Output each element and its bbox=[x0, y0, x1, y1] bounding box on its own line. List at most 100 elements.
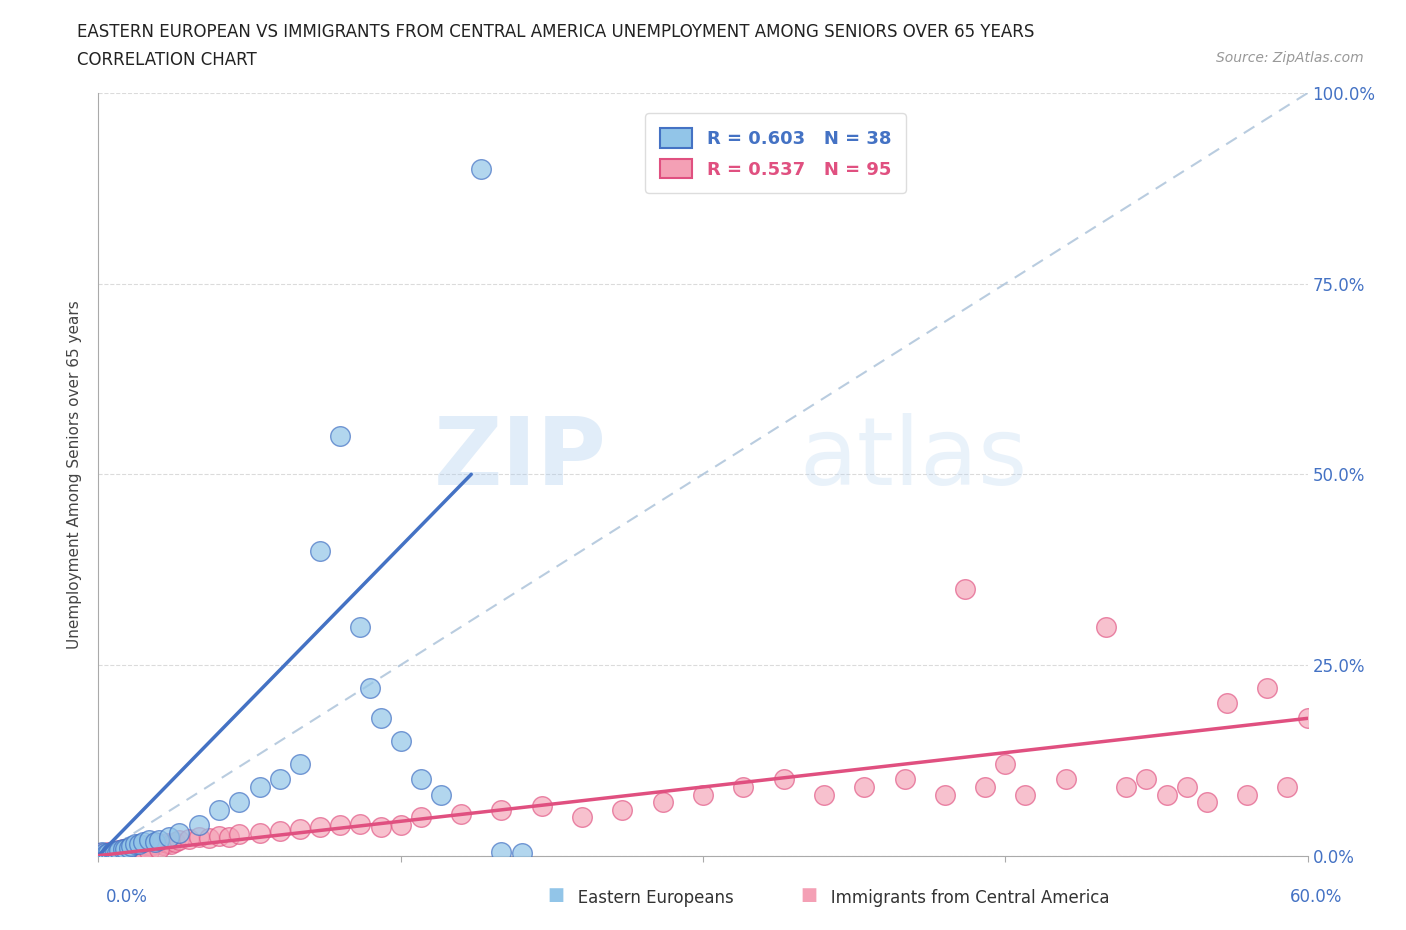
Point bbox=[97, 846, 120, 861]
Legend: R = 0.603   N = 38, R = 0.537   N = 95: R = 0.603 N = 38, R = 0.537 N = 95 bbox=[645, 113, 905, 193]
Point bbox=[571, 810, 593, 825]
Text: EASTERN EUROPEAN VS IMMIGRANTS FROM CENTRAL AMERICA UNEMPLOYMENT AMONG SENIORS O: EASTERN EUROPEAN VS IMMIGRANTS FROM CENT… bbox=[77, 23, 1035, 41]
Point bbox=[132, 838, 155, 853]
Point bbox=[110, 844, 132, 858]
Point bbox=[370, 819, 392, 834]
Point bbox=[208, 829, 231, 844]
Point bbox=[167, 825, 190, 840]
Point bbox=[111, 844, 134, 859]
Text: atlas: atlas bbox=[800, 413, 1028, 505]
Point bbox=[179, 831, 201, 846]
Point bbox=[1135, 772, 1157, 787]
Point bbox=[128, 837, 150, 852]
Point bbox=[124, 844, 146, 859]
Text: ZIP: ZIP bbox=[433, 413, 606, 505]
Point bbox=[530, 799, 553, 814]
Point bbox=[110, 846, 132, 861]
Point bbox=[114, 843, 136, 857]
Point bbox=[974, 779, 997, 794]
Point bbox=[167, 833, 190, 848]
Point bbox=[198, 830, 221, 845]
Point bbox=[157, 830, 180, 844]
Point bbox=[91, 846, 114, 861]
Point bbox=[101, 846, 124, 861]
Point bbox=[148, 842, 170, 857]
Point bbox=[100, 845, 122, 860]
Point bbox=[228, 795, 250, 810]
Point bbox=[132, 834, 155, 849]
Point bbox=[100, 845, 122, 860]
Point bbox=[692, 787, 714, 802]
Point bbox=[450, 806, 472, 821]
Point bbox=[148, 833, 170, 848]
Point bbox=[101, 844, 124, 858]
Text: Eastern Europeans: Eastern Europeans bbox=[562, 889, 734, 907]
Point bbox=[118, 841, 141, 856]
Point bbox=[115, 842, 138, 857]
Point bbox=[853, 779, 876, 794]
Point bbox=[107, 843, 129, 857]
Point bbox=[651, 795, 673, 810]
Point bbox=[103, 844, 125, 859]
Point bbox=[491, 844, 513, 859]
Point bbox=[163, 834, 186, 849]
Point bbox=[111, 842, 134, 857]
Point bbox=[288, 757, 311, 772]
Point bbox=[156, 836, 179, 851]
Point bbox=[491, 803, 513, 817]
Point bbox=[93, 846, 115, 861]
Point bbox=[121, 842, 143, 857]
Point bbox=[103, 844, 125, 858]
Point bbox=[1256, 681, 1278, 696]
Point bbox=[1195, 795, 1218, 810]
Point bbox=[120, 839, 142, 854]
Point bbox=[188, 830, 211, 844]
Point bbox=[1054, 772, 1077, 787]
Point bbox=[89, 846, 111, 861]
Point bbox=[218, 830, 240, 844]
Text: CORRELATION CHART: CORRELATION CHART bbox=[77, 51, 257, 69]
Point bbox=[138, 844, 160, 858]
Point bbox=[1216, 696, 1239, 711]
Point bbox=[96, 846, 118, 861]
Text: Immigrants from Central America: Immigrants from Central America bbox=[815, 889, 1109, 907]
Point bbox=[309, 543, 332, 558]
Point bbox=[349, 619, 371, 634]
Point bbox=[430, 787, 453, 802]
Point bbox=[128, 839, 150, 854]
Point bbox=[1095, 619, 1118, 634]
Point bbox=[124, 841, 146, 856]
Point bbox=[152, 838, 174, 853]
Text: 60.0%: 60.0% bbox=[1291, 888, 1343, 906]
Point bbox=[389, 817, 412, 832]
Point bbox=[160, 837, 183, 852]
Point bbox=[120, 842, 142, 857]
Point bbox=[269, 772, 291, 787]
Point bbox=[329, 817, 352, 832]
Point bbox=[953, 581, 976, 596]
Point bbox=[269, 824, 291, 839]
Point bbox=[111, 842, 134, 857]
Point bbox=[100, 846, 122, 861]
Point bbox=[107, 843, 129, 857]
Point bbox=[135, 838, 157, 853]
Point bbox=[1236, 787, 1258, 802]
Point bbox=[93, 846, 115, 861]
Text: ■: ■ bbox=[800, 886, 817, 904]
Point bbox=[1115, 779, 1137, 794]
Point bbox=[91, 844, 114, 859]
Text: Source: ZipAtlas.com: Source: ZipAtlas.com bbox=[1216, 51, 1364, 65]
Point bbox=[733, 779, 755, 794]
Point bbox=[893, 772, 915, 787]
Point bbox=[309, 819, 332, 834]
Text: ■: ■ bbox=[547, 886, 564, 904]
Point bbox=[470, 162, 492, 177]
Point bbox=[934, 787, 956, 802]
Point bbox=[97, 844, 120, 859]
Point bbox=[994, 757, 1017, 772]
Point bbox=[97, 845, 120, 860]
Point bbox=[89, 846, 111, 861]
Point bbox=[115, 846, 138, 861]
Point bbox=[138, 833, 160, 848]
Point bbox=[143, 837, 166, 852]
